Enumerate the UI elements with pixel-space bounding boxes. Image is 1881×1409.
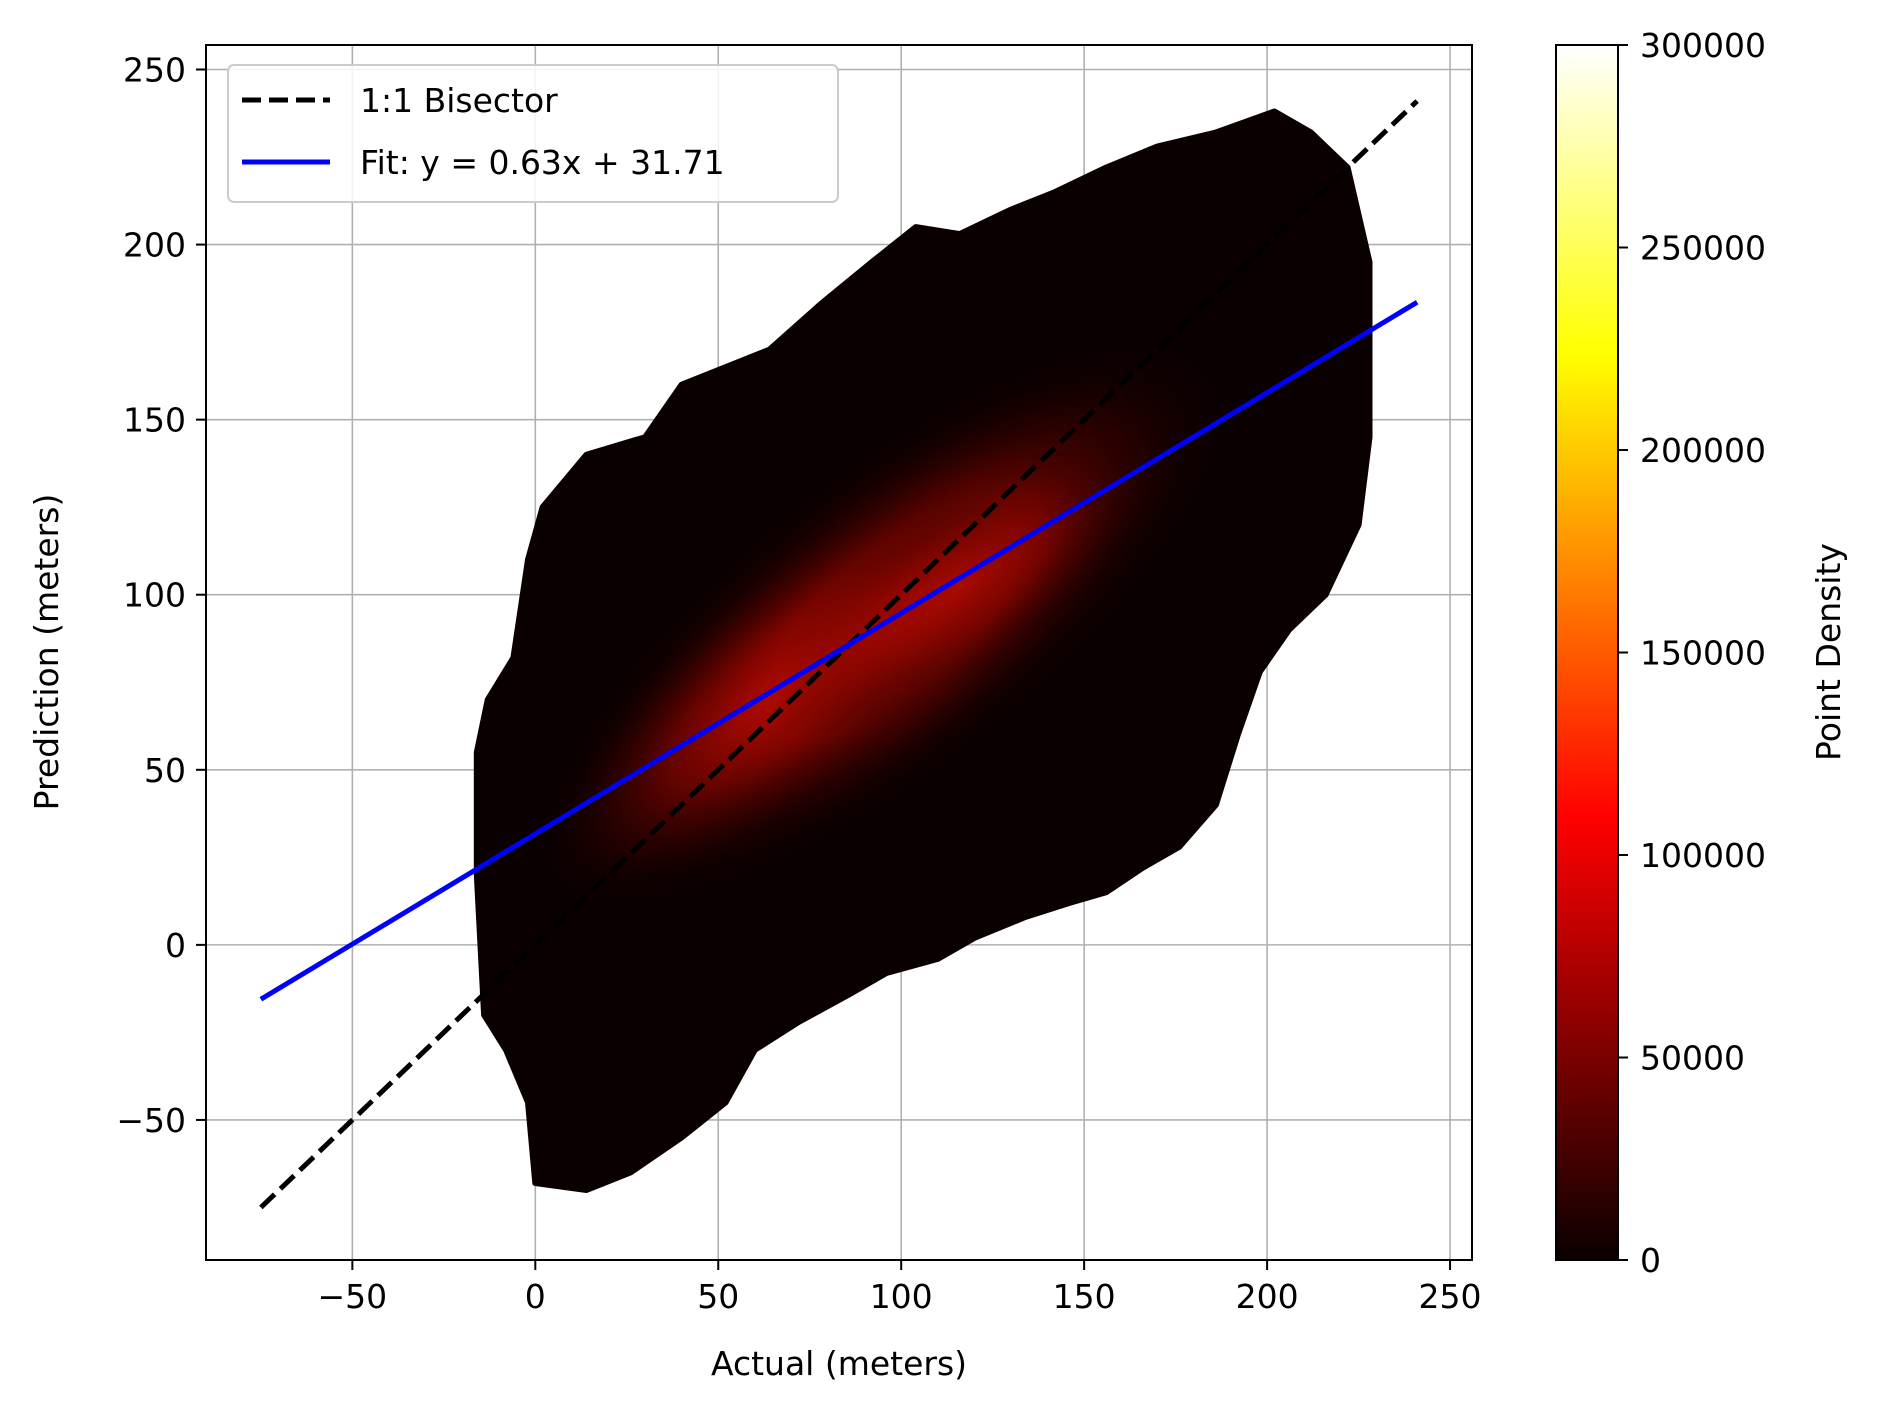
x-axis-label: Actual (meters) — [711, 1344, 967, 1383]
y-tick-label-0: −50 — [116, 1101, 186, 1140]
y-tick-label-3: 100 — [123, 576, 186, 615]
colorbar-tick-label-1: 50000 — [1640, 1039, 1745, 1078]
plot-area: −50 0 50 100 150 200 250 −50 0 50 100 150 200 250 — [116, 44, 1482, 1316]
x-tick-label-2: 50 — [697, 1277, 739, 1316]
x-tick-label-3: 100 — [870, 1277, 933, 1316]
colorbar-tick-label-4: 200000 — [1640, 431, 1766, 470]
y-tick-label-2: 50 — [144, 751, 186, 790]
y-tick-label-6: 250 — [123, 51, 186, 90]
colorbar-gradient — [1556, 45, 1618, 1260]
y-tick-label-1: 0 — [165, 926, 186, 965]
x-tick-label-5: 200 — [1236, 1277, 1299, 1316]
colorbar-tick-label-3: 150000 — [1640, 634, 1766, 673]
legend-label-bisector: 1:1 Bisector — [360, 81, 558, 120]
y-axis-label: Prediction (meters) — [27, 494, 66, 811]
series-line-fit — [259, 300, 1419, 1002]
plot-frame — [205, 44, 1473, 1261]
colorbar-tick-label-5: 250000 — [1640, 229, 1766, 268]
y-tick-label-5: 200 — [123, 226, 186, 265]
colorbar-label: Point Density — [1809, 543, 1848, 761]
series-lines — [259, 99, 1419, 1210]
x-tick-label-4: 150 — [1053, 1277, 1116, 1316]
legend: 1:1 Bisector Fit: y = 0.63x + 31.71 — [227, 64, 839, 203]
y-tick-label-4: 150 — [123, 401, 186, 440]
y-axis-ticks: −50 0 50 100 150 200 250 — [116, 51, 206, 1140]
density-peak-core — [765, 438, 1155, 737]
legend-box — [227, 64, 839, 203]
x-tick-label-1: 0 — [525, 1277, 546, 1316]
x-tick-label-6: 250 — [1419, 1277, 1482, 1316]
colorbar-tick-label-2: 100000 — [1640, 836, 1766, 875]
colorbar-tick-label-6: 300000 — [1640, 26, 1766, 65]
colorbar-tick-label-0: 0 — [1640, 1241, 1661, 1280]
series-line-bisector — [259, 99, 1419, 1210]
x-axis-ticks: −50 0 50 100 150 200 250 — [318, 1260, 1482, 1316]
legend-label-fit: Fit: y = 0.63x + 31.71 — [360, 143, 725, 182]
colorbar-ticks: 0 50000 100000 150000 200000 250000 300000 — [1618, 26, 1766, 1280]
colorbar: 0 50000 100000 150000 200000 250000 300000 Poi… — [1555, 26, 1848, 1280]
x-tick-label-0: −50 — [318, 1277, 388, 1316]
